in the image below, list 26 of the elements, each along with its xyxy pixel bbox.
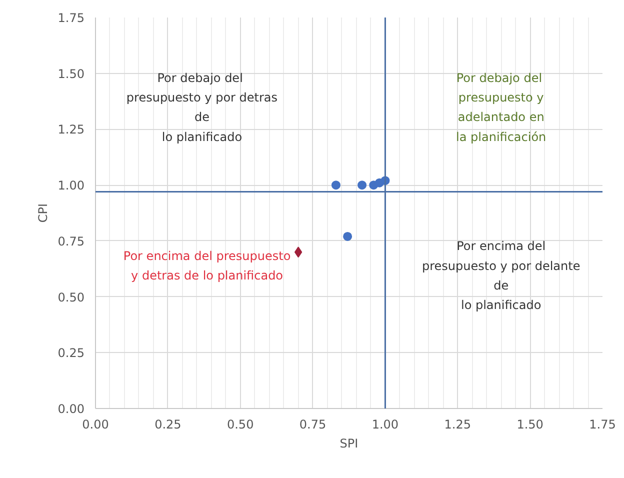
point [294,246,302,258]
annotation: Por encima del presupuesto y por delante de lo planificado [422,239,580,312]
annotation: Por debajo del presupuesto y por detras de lo planificado [126,71,278,144]
y-tick-label: 0.75 [58,234,84,248]
point [343,232,352,241]
x-tick-label: 0.25 [154,418,182,432]
y-tick-label: 0.25 [58,346,84,360]
y-axis-title: CPI [36,203,50,223]
y-tick-label: 1.00 [58,178,84,193]
annotation: Por encima del presupuesto y detras de lo planificado [123,248,291,283]
y-tick-label: 1.75 [58,11,84,25]
y-tick-label: 1.25 [58,122,84,137]
annotation: Por debajo del presupuesto y adelantado en la planificación [456,71,546,144]
x-tick-label: 1.00 [372,418,399,432]
x-tick-label: 1.50 [516,418,544,432]
point [358,180,367,190]
y-tick-label: 0.00 [58,402,84,416]
x-tick-label: 1.75 [589,418,616,432]
y-tick-label: 0.50 [58,290,84,304]
x-tick-label: 0.50 [227,418,254,432]
x-tick-label: 0.75 [299,418,326,432]
x-axis-title: SPI [340,436,358,450]
x-tick-label: 0.00 [82,418,109,432]
y-tick-label: 1.50 [58,66,84,81]
x-tick-label: 1.25 [444,418,471,432]
point [331,180,340,190]
